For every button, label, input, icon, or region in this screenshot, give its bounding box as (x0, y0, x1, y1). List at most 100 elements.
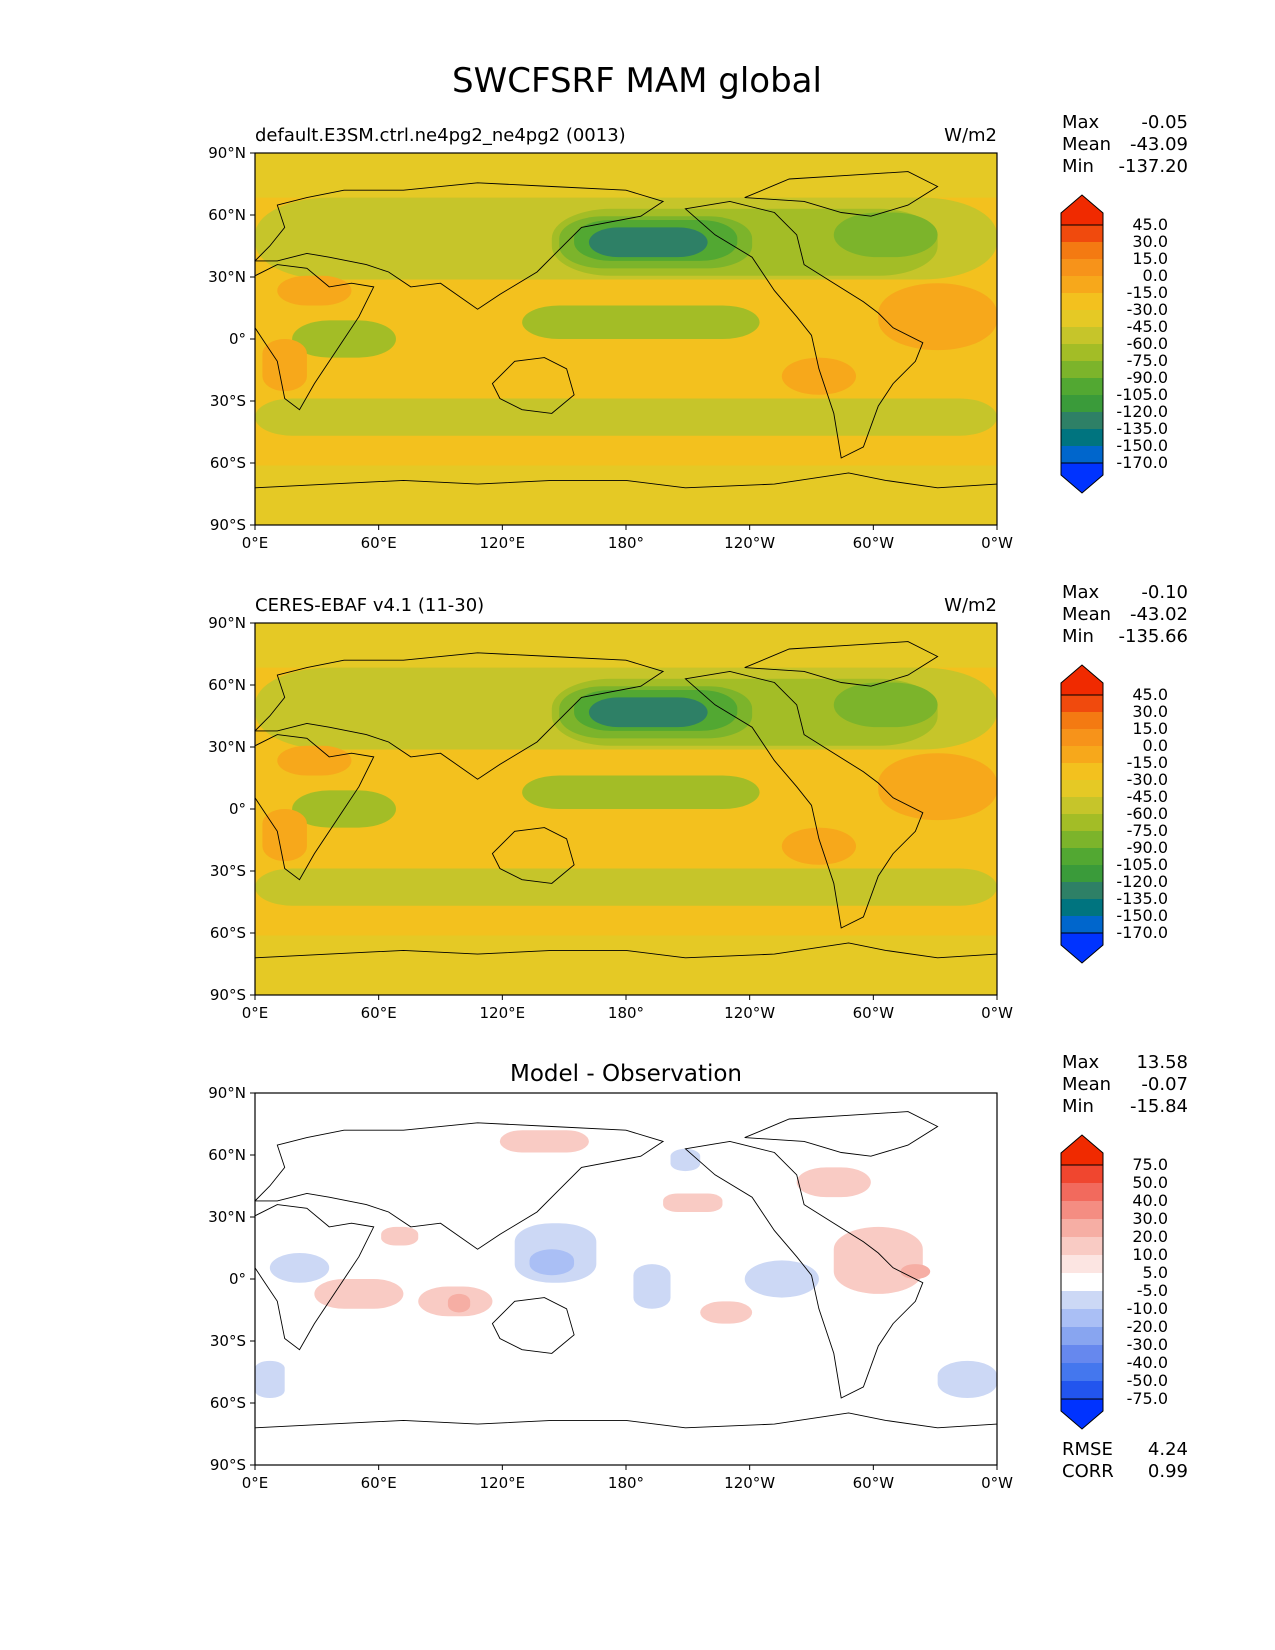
colorbar-tick-label: -90.0 (1127, 368, 1168, 387)
x-tick-label: 0°W (981, 1004, 1013, 1022)
colorbar-tick-label: -30.0 (1127, 770, 1168, 789)
colorbar-tick-label: 45.0 (1132, 215, 1168, 234)
colorbar-tick-label: 30.0 (1132, 702, 1168, 721)
colorbar-extend-top (1060, 194, 1104, 226)
colorbar-band (1061, 780, 1103, 797)
colorbar-tick-label: 0.0 (1143, 266, 1168, 285)
x-tick-label: 60°E (361, 1004, 397, 1022)
coastline (255, 472, 997, 489)
contour-fill (833, 1226, 923, 1294)
colorbar-tick-label: -150.0 (1116, 906, 1168, 925)
contour-fill (878, 753, 997, 821)
colorbar-tick-label: 15.0 (1132, 719, 1168, 738)
x-tick-label: 0°E (242, 1474, 269, 1492)
contour-fill (781, 357, 857, 395)
colorbar-band (1061, 378, 1103, 395)
coastline (255, 182, 665, 310)
extra-stat-label: RMSE (1062, 1439, 1113, 1460)
colorbar-tick-label: -30.0 (1127, 1335, 1168, 1354)
colorbar-band (1061, 1363, 1103, 1381)
stat-value: -0.07 (1141, 1074, 1188, 1095)
colorbar-band (1061, 412, 1103, 429)
contour-fill (277, 745, 352, 776)
contour-fill (781, 827, 857, 865)
panel-obs: CERES-EBAF v4.1 (11-30) W/m2 0°E 60°E 120°E 1… (208, 582, 1188, 1022)
stat-value: -43.02 (1130, 604, 1188, 625)
stat-value: -43.09 (1130, 134, 1188, 155)
y-tick-label: 30°N (208, 1208, 246, 1226)
coastline (744, 641, 939, 687)
x-tick-label: 0°W (981, 1474, 1013, 1492)
colorbar-tick-label: 75.0 (1132, 1155, 1168, 1174)
contour-fill (700, 1301, 753, 1324)
y-tick-label: 60°S (210, 924, 246, 942)
coastline (255, 734, 375, 881)
colorbar-band (1061, 327, 1103, 344)
colorbar-tick-label: -60.0 (1127, 804, 1168, 823)
colorbar-band (1061, 695, 1103, 712)
colorbar-band (1061, 1309, 1103, 1327)
contour-fill (277, 275, 352, 306)
colorbar-band (1061, 729, 1103, 746)
x-tick-label: 180° (608, 1474, 644, 1492)
x-tick-label: 120°E (480, 534, 526, 552)
colorbar-tick-label: -150.0 (1116, 436, 1168, 455)
x-tick-label: 60°W (853, 1004, 895, 1022)
contour-fill (833, 212, 938, 258)
coastline (684, 1140, 924, 1399)
colorbar-band (1061, 746, 1103, 763)
colorbar-band (1061, 865, 1103, 882)
colorbar-band (1061, 848, 1103, 865)
coastline (491, 357, 575, 414)
colorbar-tick-label: 20.0 (1132, 1227, 1168, 1246)
contour-fill (633, 1264, 671, 1309)
colorbar-tick-label: -105.0 (1116, 855, 1168, 874)
contour-fill (499, 1130, 589, 1153)
colorbar-band (1061, 361, 1103, 378)
y-tick-label: 90°N (208, 1084, 246, 1102)
y-tick-label: 0° (229, 330, 246, 348)
colorbar-tick-label: 10.0 (1132, 1245, 1168, 1264)
colorbar-frame (1060, 694, 1104, 934)
colorbar-tick-label: -40.0 (1127, 1353, 1168, 1372)
x-tick-label: 120°W (724, 1474, 775, 1492)
stat-value: -135.66 (1119, 626, 1188, 647)
stat-label: Max (1062, 582, 1100, 603)
colorbar-band (1061, 1183, 1103, 1201)
x-tick-label: 120°W (724, 534, 775, 552)
colorbar-extend-bottom (1060, 932, 1104, 964)
coastline (255, 264, 375, 411)
colorbar-tick-label: -15.0 (1127, 283, 1168, 302)
contour-fill (744, 1260, 819, 1298)
colorbar-band (1061, 763, 1103, 780)
coastline (684, 200, 924, 459)
stat-label: Min (1062, 1096, 1094, 1117)
colorbar-tick-label: 45.0 (1132, 685, 1168, 704)
colorbar-tick-label: -75.0 (1127, 1389, 1168, 1408)
contour-fill (269, 1252, 330, 1283)
contour-fill (255, 1360, 285, 1399)
panel-units: W/m2 (944, 125, 997, 146)
coastline (255, 1122, 665, 1250)
y-tick-label: 0° (229, 800, 246, 818)
stat-label: Mean (1062, 134, 1111, 155)
colorbar-tick-label: 30.0 (1132, 232, 1168, 251)
colorbar-tick-label: -170.0 (1116, 923, 1168, 942)
contour-fill (262, 809, 307, 862)
coastline (684, 670, 924, 929)
y-tick-label: 90°S (210, 986, 246, 1004)
colorbar-band (1061, 1237, 1103, 1255)
x-tick-label: 0°W (981, 534, 1013, 552)
coastline (491, 1297, 575, 1354)
extra-stat-value: 0.99 (1148, 1461, 1188, 1482)
extra-stat-value: 4.24 (1148, 1439, 1188, 1460)
stat-value: -0.05 (1141, 112, 1188, 133)
stat-label: Mean (1062, 1074, 1111, 1095)
colorbar-band (1061, 429, 1103, 446)
colorbar-band (1061, 1219, 1103, 1237)
colorbar-band (1061, 293, 1103, 310)
stat-value: -0.10 (1141, 582, 1188, 603)
colorbar-band (1061, 899, 1103, 916)
colorbar-tick-label: -75.0 (1127, 821, 1168, 840)
